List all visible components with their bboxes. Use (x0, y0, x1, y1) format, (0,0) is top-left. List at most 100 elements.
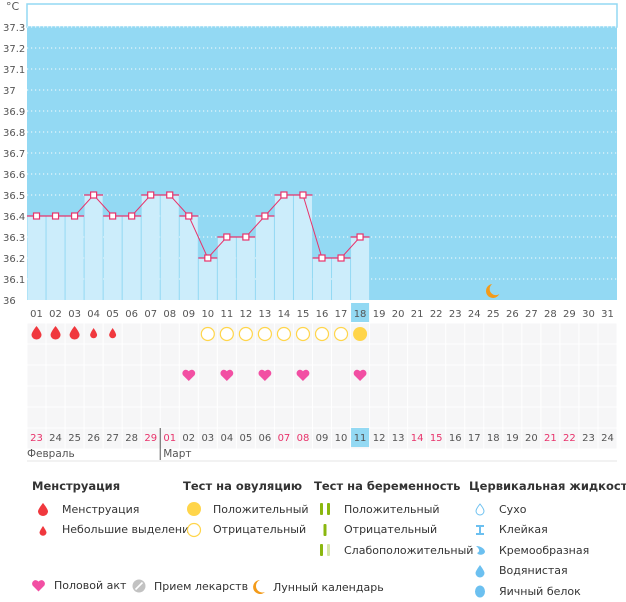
grid-cell (332, 344, 351, 365)
grid-cell (198, 407, 217, 428)
egg-white-icon (469, 584, 491, 598)
cycle-day-label: 23 (30, 433, 43, 444)
grid-cell (522, 386, 541, 407)
temperature-bar (46, 216, 65, 300)
ovulation-negative-icon (276, 326, 292, 342)
grid-cell (579, 386, 598, 407)
day-label: 20 (392, 309, 405, 320)
cycle-day-label: 14 (411, 433, 424, 444)
blood-drop-large-icon (50, 326, 61, 340)
grid-cell (408, 365, 427, 386)
day-label: 28 (544, 309, 557, 320)
grid-cell (198, 365, 217, 386)
grid-cell (465, 365, 484, 386)
grid-cell (179, 386, 198, 407)
temperature-bar (293, 195, 312, 300)
grid-cell (408, 407, 427, 428)
legend-label: Сухо (499, 502, 527, 516)
today-cycle-highlight (351, 428, 370, 447)
day-label: 17 (335, 309, 348, 320)
grid-cell (598, 407, 617, 428)
day-label: 15 (297, 309, 310, 320)
moon-icon (485, 284, 500, 298)
legend-item-menstruation: Менструация (32, 499, 196, 520)
grid-cell (65, 386, 84, 407)
grid-cell (351, 386, 370, 407)
grid-cell (484, 386, 503, 407)
grid-cell (274, 365, 293, 386)
grid-cell (389, 386, 408, 407)
cycle-day-label: 15 (430, 433, 443, 444)
day-label: 04 (87, 309, 100, 320)
blood-drop-large-icon (32, 502, 54, 517)
cycle-day-label: 26 (87, 433, 100, 444)
grid-cell (217, 386, 236, 407)
grid-cell (293, 428, 312, 449)
grid-cell (427, 407, 446, 428)
grid-cell (179, 323, 198, 344)
legend-ovulation: Тест на овуляцию Положительный Отрицател… (183, 479, 309, 540)
grid-cell (65, 407, 84, 428)
grid-cell (484, 407, 503, 428)
temperature-point (166, 191, 174, 199)
blood-drop-small-icon (109, 328, 117, 339)
plot-top-frame (26, 3, 618, 28)
y-tick-label: 36.8 (3, 128, 25, 139)
grid-cell (560, 386, 579, 407)
grid-cell (84, 344, 103, 365)
today-highlight (351, 303, 370, 322)
grid-cell (179, 344, 198, 365)
legend-label: Положительный (213, 502, 309, 516)
grid-cell (274, 407, 293, 428)
temperature-bar (198, 258, 217, 300)
legend-label: Отрицательный (344, 523, 438, 537)
grid-cell (446, 365, 465, 386)
grid-cell (84, 428, 103, 449)
grid-cell (179, 407, 198, 428)
grid-cell (274, 344, 293, 365)
grid-cell (579, 323, 598, 344)
grid-cell (141, 386, 160, 407)
grid-cell (408, 323, 427, 344)
grid-cell (541, 365, 560, 386)
grid-cell (560, 365, 579, 386)
grid-cell (198, 428, 217, 449)
grid-cell (160, 407, 179, 428)
cycle-day-label: 19 (506, 433, 519, 444)
grid-cell (389, 428, 408, 449)
cycle-day-label: 17 (468, 433, 481, 444)
ovulation-negative-icon (257, 326, 273, 342)
grid-cell (198, 344, 217, 365)
legend-item-intercourse: Половой акт (31, 579, 126, 592)
ovulation-negative-icon (219, 326, 234, 342)
heart-icon (31, 579, 46, 592)
legend-label: Лунный календарь (273, 580, 384, 594)
grid-cell (84, 365, 103, 386)
y-tick-label: 36.6 (3, 170, 25, 181)
cycle-day-label: 18 (487, 433, 500, 444)
grid-cell (103, 365, 122, 386)
grid-cell (579, 428, 598, 449)
bbt-chart: 36 36.1 36.2 36.3 36.4 36.5 36.6 36.7 36.8 36.9 37… (3, 0, 618, 462)
temperature-point (51, 212, 60, 220)
temperature-point (242, 233, 250, 241)
grid-cell (484, 344, 503, 365)
grid-cell (465, 386, 484, 407)
temperature-bar (236, 237, 255, 300)
legend-label: Слабоположительный (344, 543, 474, 557)
legend-label: Менструация (62, 502, 140, 516)
heart-icon (258, 369, 272, 381)
grid-cell (427, 365, 446, 386)
day-label: 24 (468, 309, 481, 320)
temperature-point (185, 212, 193, 220)
watery-drop-icon (469, 564, 491, 578)
grid-cell (27, 386, 46, 407)
legend-cervical: Цервикальная жидкость Сухо Клейкая Кремо… (469, 479, 626, 602)
cycle-day-label: 21 (544, 433, 557, 444)
grid-cell (122, 386, 141, 407)
y-tick-label: 36.7 (3, 149, 25, 160)
y-tick-label: 36.3 (3, 233, 25, 244)
day-label: 26 (506, 309, 519, 320)
cycle-day-label: 05 (240, 433, 253, 444)
grid-cell (408, 428, 427, 449)
